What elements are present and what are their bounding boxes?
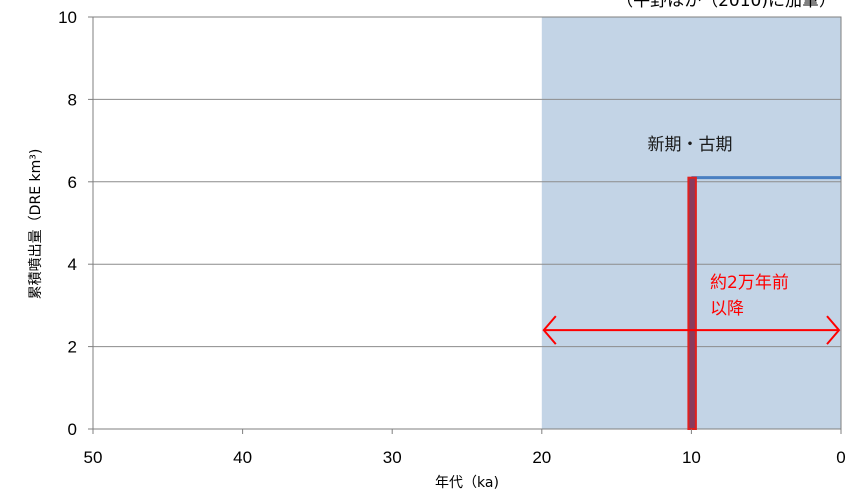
plot-area-frame: [92, 16, 842, 430]
range-label-line1: 約2万年前: [710, 273, 789, 293]
y-axis-title: 累積噴出量（DRE km³): [28, 149, 44, 300]
x-tick-label: 10: [682, 448, 701, 467]
range-arrow-head-right: [826, 315, 841, 345]
gridlines: [93, 98, 841, 348]
y-tick-label: 0: [68, 420, 77, 439]
x-tick-label: 20: [532, 448, 551, 467]
x-axis-ticks: 50 40 30 20 10 0: [84, 429, 846, 467]
y-tick-label: 2: [68, 338, 77, 357]
eruption-bar-new-old-period: [687, 176, 697, 430]
x-tick-label: 50: [84, 448, 103, 467]
x-axis-title: 年代（ka): [435, 475, 499, 491]
eruption-label: 新期・古期: [648, 135, 733, 155]
range-arrow: [542, 315, 841, 345]
y-axis-ticks: 0 2 4 6 8 10: [58, 8, 93, 439]
range-label-line2: 以降: [710, 299, 744, 319]
x-tick-label: 40: [233, 448, 252, 467]
y-tick-label: 10: [58, 8, 77, 27]
source-note: （平野ほか（2010)に加筆）: [616, 0, 836, 11]
y-tick-label: 6: [68, 173, 77, 192]
y-tick-label: 8: [68, 90, 77, 109]
x-tick-label: 0: [836, 448, 845, 467]
range-arrow-head-left: [542, 315, 557, 345]
y-tick-label: 4: [68, 255, 77, 274]
x-tick-label: 30: [383, 448, 402, 467]
